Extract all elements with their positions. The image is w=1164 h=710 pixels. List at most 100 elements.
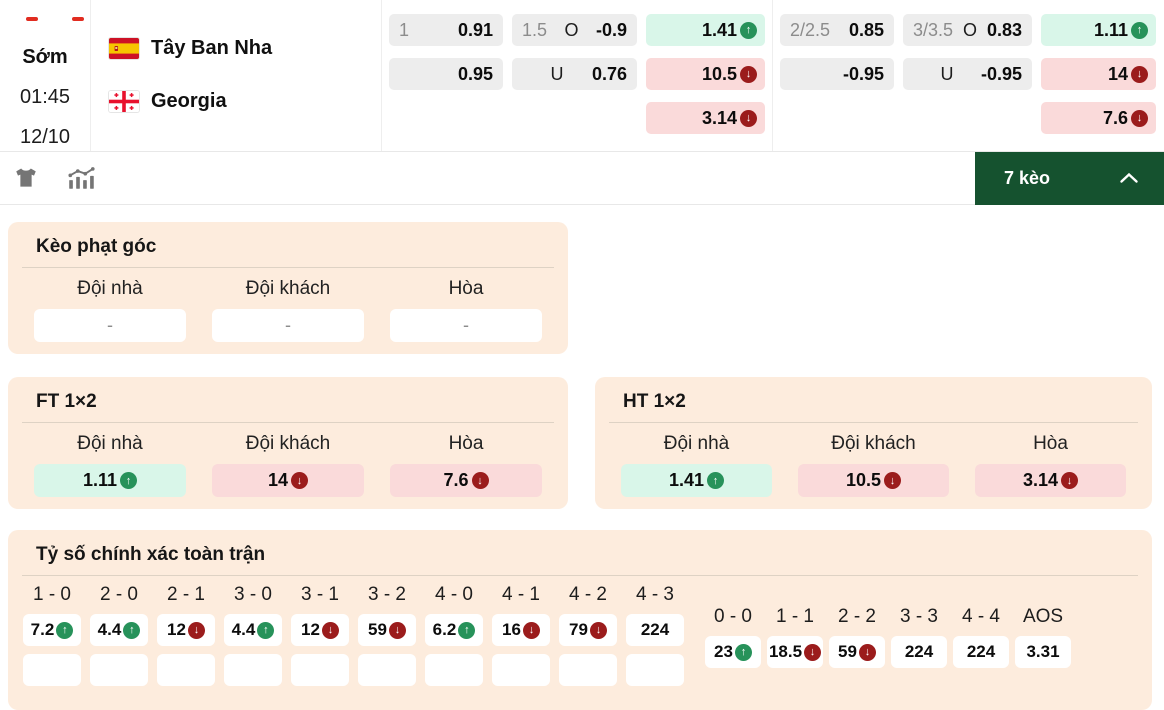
- home-team-name: Tây Ban Nha: [151, 36, 273, 59]
- away-team-row: Georgia: [109, 89, 381, 113]
- corner-odds-card: Kèo phạt góc Đội nhà Đội khách Hòa - - -: [8, 222, 568, 354]
- score-odds-cell[interactable]: 23: [705, 636, 761, 668]
- score-odds-cell[interactable]: 16: [492, 614, 550, 646]
- ft-1x2-card: FT 1×2 Đội nhà Đội khách Hòa 1.11 14 7.6: [8, 377, 568, 509]
- score-odds-cell[interactable]: 18.5: [767, 636, 823, 668]
- trend-icon: [458, 621, 476, 639]
- score-label: AOS: [1022, 606, 1064, 627]
- score-odds-cell[interactable]: 224: [953, 636, 1009, 668]
- trend-icon: [589, 621, 607, 639]
- corner-draw-odds-cell[interactable]: -: [390, 309, 542, 342]
- score-odds-cell[interactable]: 7.2: [23, 614, 81, 646]
- correct-score-draw-group: 0 - 0 1 - 1 2 - 2 3 - 3 4 - 4 AOS 23 18.…: [705, 606, 1071, 668]
- odds-handicap-cell[interactable]: 0.95: [389, 58, 503, 90]
- score-label: 2 - 1: [166, 584, 206, 605]
- odds-group-2: 2/2.5 0.85 3/3.5 O 0.83 1.11 -0.95 U -0.…: [773, 0, 1164, 151]
- trend-icon: [734, 643, 752, 661]
- odds-under-cell[interactable]: U -0.95: [903, 58, 1032, 90]
- odds-over-cell[interactable]: 1.5 O -0.9: [512, 14, 637, 46]
- trend-icon: [321, 621, 339, 639]
- trend-icon: [740, 109, 757, 127]
- score-odds-cell[interactable]: 12: [291, 614, 349, 646]
- odds-handicap-cell[interactable]: 1 0.91: [389, 14, 503, 46]
- odds-under-cell[interactable]: U 0.76: [512, 58, 637, 90]
- away-score-dash: [72, 17, 84, 21]
- match-time-column: Sớm 01:45 12/10: [0, 0, 91, 151]
- spacer: [903, 102, 1032, 134]
- score-odds-cell[interactable]: 224: [626, 614, 684, 646]
- trend-icon: [1131, 109, 1148, 127]
- odds-1x2-away-cell[interactable]: 14: [1041, 58, 1156, 90]
- odds-1x2-away-cell[interactable]: 10.5: [646, 58, 765, 90]
- trend-icon: [1131, 21, 1148, 39]
- odds-1x2-draw-cell[interactable]: 3.14: [646, 102, 765, 134]
- spacer: [512, 102, 637, 134]
- score-odds-cell-partial[interactable]: [157, 654, 215, 686]
- trend-icon: [123, 621, 141, 639]
- trend-icon: [740, 21, 757, 39]
- away-column-header: Đội khách: [245, 278, 331, 299]
- trend-icon: [257, 621, 275, 639]
- bets-count-button[interactable]: 7 kèo: [975, 151, 1164, 205]
- card-title: FT 1×2: [22, 389, 554, 423]
- odds-1x2-home-cell[interactable]: 1.11: [1041, 14, 1156, 46]
- jersey-icon[interactable]: [13, 165, 39, 191]
- score-odds-cell[interactable]: 59: [829, 636, 885, 668]
- score-odds-cell-partial[interactable]: [492, 654, 550, 686]
- score-odds-cell[interactable]: 4.4: [224, 614, 282, 646]
- ht-away-odds-cell[interactable]: 10.5: [798, 464, 949, 497]
- ft-draw-odds-cell[interactable]: 7.6: [390, 464, 542, 497]
- home-column-header: Đội nhà: [663, 433, 730, 454]
- score-odds-cell[interactable]: 4.4: [90, 614, 148, 646]
- corner-home-odds-cell[interactable]: -: [34, 309, 186, 342]
- score-odds-cell-partial[interactable]: [425, 654, 483, 686]
- trend-icon: [471, 472, 489, 489]
- score-label: 0 - 0: [713, 606, 753, 627]
- score-label: 3 - 3: [899, 606, 939, 627]
- spain-flag-icon: [109, 37, 139, 59]
- score-odds-cell-partial[interactable]: [90, 654, 148, 686]
- stats-chart-icon[interactable]: [66, 165, 96, 191]
- score-odds-cell[interactable]: 59: [358, 614, 416, 646]
- score-odds-cell[interactable]: 224: [891, 636, 947, 668]
- corner-away-odds-cell[interactable]: -: [212, 309, 364, 342]
- card-title: Kèo phạt góc: [22, 234, 554, 268]
- odds-1x2-draw-cell[interactable]: 7.6: [1041, 102, 1156, 134]
- score-odds-cell-partial[interactable]: [358, 654, 416, 686]
- ht-draw-odds-cell[interactable]: 3.14: [975, 464, 1126, 497]
- home-column-header: Đội nhà: [77, 278, 143, 299]
- correct-score-card: Tỷ số chính xác toàn trận 1 - 0 2 - 0 2 …: [8, 530, 1152, 710]
- ft-home-odds-cell[interactable]: 1.11: [34, 464, 186, 497]
- away-column-header: Đội khách: [831, 433, 916, 454]
- draw-column-header: Hòa: [448, 278, 484, 299]
- score-odds-cell[interactable]: 12: [157, 614, 215, 646]
- score-odds-cell-partial[interactable]: [23, 654, 81, 686]
- score-label: 4 - 3: [635, 584, 675, 605]
- match-status: Sớm: [22, 46, 68, 68]
- trend-icon: [291, 472, 309, 489]
- score-odds-cell-partial[interactable]: [291, 654, 349, 686]
- score-odds-cell-partial[interactable]: [224, 654, 282, 686]
- score-label: 3 - 2: [367, 584, 407, 605]
- trend-icon: [522, 621, 540, 639]
- chevron-up-icon: [1119, 172, 1139, 184]
- odds-1x2-home-cell[interactable]: 1.41: [646, 14, 765, 46]
- score-odds-cell[interactable]: 6.2: [425, 614, 483, 646]
- ht-home-odds-cell[interactable]: 1.41: [621, 464, 772, 497]
- odds-group-1: 1 0.91 1.5 O -0.9 1.41 0.95 U 0.76 10.5 …: [382, 0, 773, 151]
- correct-score-home-group: 1 - 0 2 - 0 2 - 1 3 - 0 3 - 1 3 - 2 4 - …: [23, 584, 684, 686]
- odds-handicap-cell[interactable]: -0.95: [780, 58, 894, 90]
- score-odds-cell-partial[interactable]: [626, 654, 684, 686]
- trend-icon: [1131, 65, 1148, 83]
- odds-handicap-cell[interactable]: 2/2.5 0.85: [780, 14, 894, 46]
- score-label: 2 - 0: [99, 584, 139, 605]
- score-odds-cell[interactable]: 3.31: [1015, 636, 1071, 668]
- score-odds-cell[interactable]: 79: [559, 614, 617, 646]
- georgia-flag-icon: [109, 90, 139, 112]
- odds-over-cell[interactable]: 3/3.5 O 0.83: [903, 14, 1032, 46]
- score-odds-cell-partial[interactable]: [559, 654, 617, 686]
- spacer: [780, 102, 894, 134]
- trend-icon: [56, 621, 74, 639]
- trend-icon: [120, 472, 138, 489]
- ft-away-odds-cell[interactable]: 14: [212, 464, 364, 497]
